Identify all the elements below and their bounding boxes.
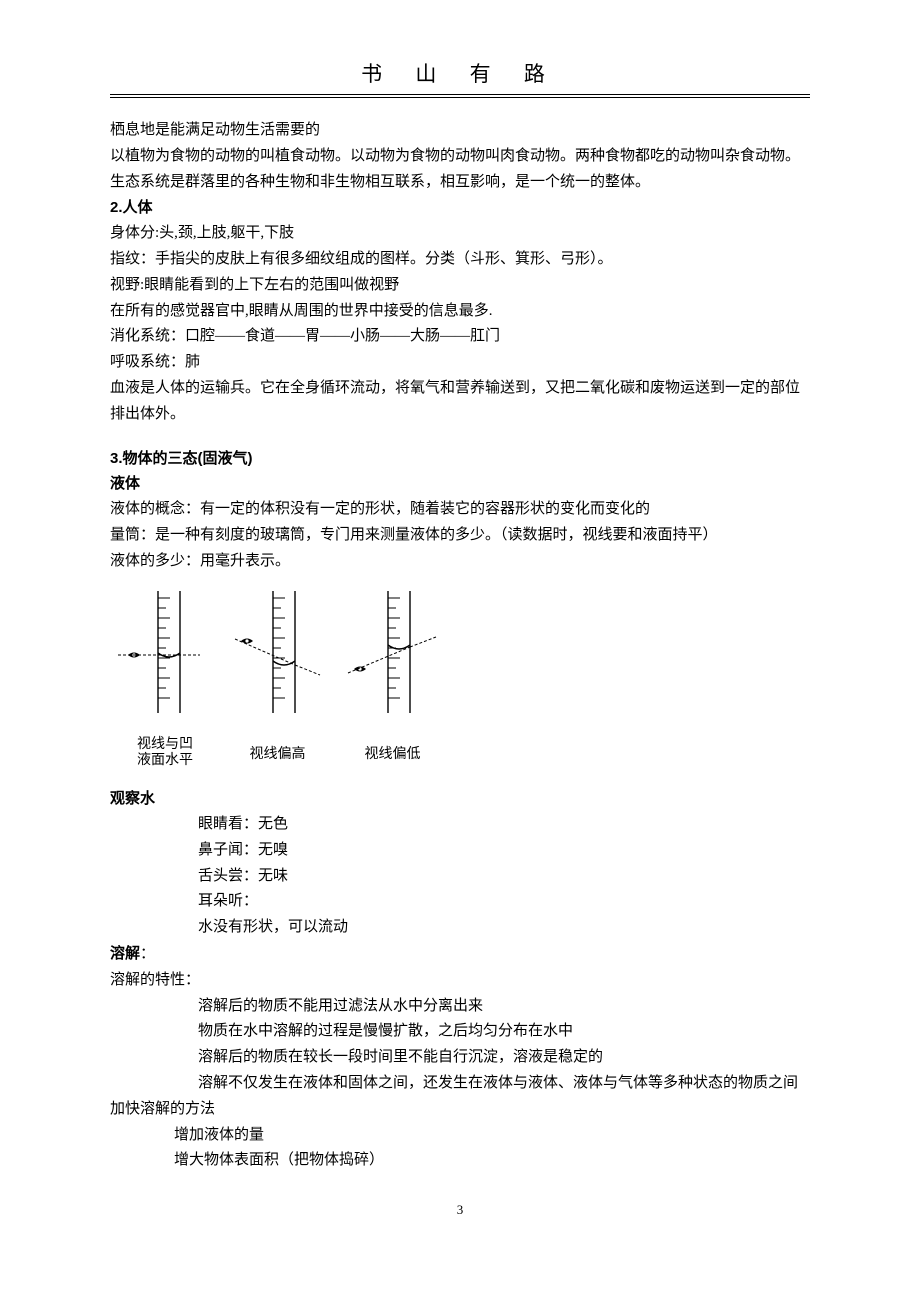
s2-blood: 血液是人体的运输兵。它在全身循环流动，将氧气和营养输送到，又把二氧化碳和废物运送… xyxy=(110,376,810,428)
caption-3: 视线偏低 xyxy=(335,737,450,771)
dis-prop-1: 溶解后的物质不能用过滤法从水中分离出来 xyxy=(110,994,810,1020)
liquid-measure-unit: 液体的多少：用毫升表示。 xyxy=(110,549,810,575)
divider-top xyxy=(110,94,810,95)
page-number: 3 xyxy=(110,1202,810,1218)
page-header: 书 山 有 路 xyxy=(110,58,810,94)
obs-ear: 耳朵听： xyxy=(110,889,810,915)
liquid-heading: 液体 xyxy=(110,471,810,497)
caption-2: 视线偏高 xyxy=(220,737,335,771)
observe-water-heading: 观察水 xyxy=(110,786,810,812)
intro-line-2: 以植物为食物的动物的叫植食动物。以动物为食物的动物叫肉食动物。两种食物都吃的动物… xyxy=(110,144,810,170)
caption-1b: 液面水平 xyxy=(110,753,220,770)
document-body: 栖息地是能满足动物生活需要的 以植物为食物的动物的叫植食动物。以动物为食物的动物… xyxy=(110,118,810,1174)
fast-method-1: 增加液体的量 xyxy=(110,1123,810,1149)
s2-fingerprint: 指纹：手指尖的皮肤上有很多细纹组成的图样。分类（斗形、箕形、弓形）。 xyxy=(110,247,810,273)
dissolve-sub: 溶解的特性： xyxy=(110,968,810,994)
s2-digestive: 消化系统：口腔——食道——胃——小肠——大肠——肛门 xyxy=(110,324,810,350)
cylinder-diagram: 视线与凹 液面水平 视线偏高 视线偏低 xyxy=(110,583,810,771)
dis-prop-4: 溶解不仅发生在液体和固体之间，还发生在液体与液体、液体与气体等多种状态的物质之间 xyxy=(110,1071,810,1097)
obs-nose: 鼻子闻：无嗅 xyxy=(110,838,810,864)
graduated-cylinder: 量筒：是一种有刻度的玻璃筒，专门用来测量液体的多少。（读数据时，视线要和液面持平… xyxy=(110,523,810,549)
s2-vision-field: 视野:眼睛能看到的上下左右的范围叫做视野 xyxy=(110,273,810,299)
intro-line-1: 栖息地是能满足动物生活需要的 xyxy=(110,118,810,144)
section-3-title: 3.物体的三态(固液气) xyxy=(110,446,810,472)
dissolve-heading: 溶解： xyxy=(110,941,810,968)
s2-body-parts: 身体分:头,颈,上肢,躯干,下肢 xyxy=(110,221,810,247)
fast-dissolve-heading: 加快溶解的方法 xyxy=(110,1097,810,1123)
caption-1a: 视线与凹 xyxy=(110,737,220,754)
fast-method-2: 增大物体表面积（把物体捣碎） xyxy=(110,1148,810,1174)
dis-prop-3: 溶解后的物质在较长一段时间里不能自行沉淀，溶液是稳定的 xyxy=(110,1045,810,1071)
divider-bottom xyxy=(110,97,810,98)
obs-eye: 眼睛看：无色 xyxy=(110,812,810,838)
section-2-title: 2.人体 xyxy=(110,195,810,221)
dis-prop-2: 物质在水中溶解的过程是慢慢扩散，之后均匀分布在水中 xyxy=(110,1019,810,1045)
s2-eyes-info: 在所有的感觉器官中,眼睛从周围的世界中接受的信息最多. xyxy=(110,299,810,325)
dissolve-heading-label: 溶解 xyxy=(110,945,140,962)
s2-respiratory: 呼吸系统：肺 xyxy=(110,350,810,376)
obs-tongue: 舌头尝：无味 xyxy=(110,864,810,890)
intro-line-3: 生态系统是群落里的各种生物和非生物相互联系，相互影响，是一个统一的整体。 xyxy=(110,170,810,196)
dissolve-heading-colon: ： xyxy=(140,946,155,962)
liquid-concept: 液体的概念：有一定的体积没有一定的形状，随着装它的容器形状的变化而变化的 xyxy=(110,497,810,523)
obs-shape: 水没有形状，可以流动 xyxy=(110,915,810,941)
